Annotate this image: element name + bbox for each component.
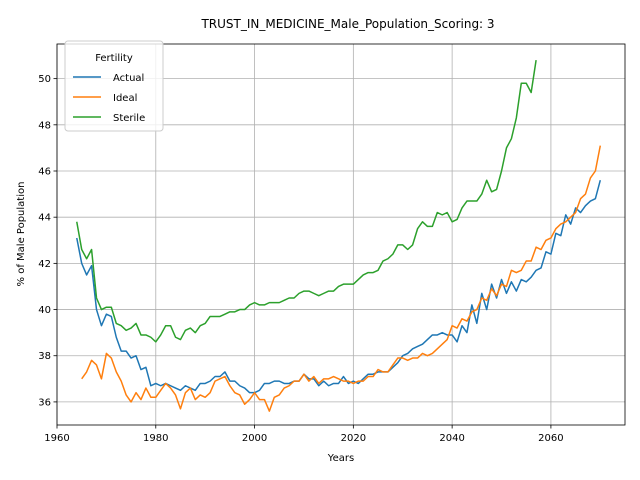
legend: Fertility Actual Ideal Sterile <box>64 40 164 132</box>
x-tick-label: 2060 <box>538 433 563 444</box>
plot-frame <box>56 43 626 426</box>
series-line-sterile <box>76 60 537 343</box>
series-line-ideal <box>81 145 602 412</box>
y-axis-ticks: 36 38 40 42 44 46 48 50 <box>38 74 57 408</box>
x-tick-label: 2020 <box>341 433 366 444</box>
y-tick-label: 46 <box>38 167 51 178</box>
y-tick-label: 38 <box>38 351 51 362</box>
x-axis-ticks: 1960 1980 2000 2020 2040 2060 <box>44 425 564 444</box>
legend-label-sterile: Sterile <box>113 113 145 124</box>
legend-box <box>64 40 164 132</box>
x-tick-label: 2040 <box>439 433 464 444</box>
y-tick-label: 44 <box>38 213 51 224</box>
y-tick-label: 42 <box>38 259 51 270</box>
series-line-actual <box>76 180 602 394</box>
series-lines <box>76 60 602 412</box>
y-tick-label: 36 <box>38 397 51 408</box>
y-tick-label: 50 <box>38 74 51 85</box>
legend-title: Fertility <box>95 53 133 64</box>
x-tick-label: 1980 <box>143 433 168 444</box>
legend-label-ideal: Ideal <box>113 93 137 104</box>
chart-title: TRUST_IN_MEDICINE_Male_Population_Scorin… <box>200 17 494 31</box>
y-tick-label: 40 <box>38 305 51 316</box>
legend-entries: Actual Ideal Sterile <box>73 73 145 124</box>
x-tick-label: 1960 <box>44 433 69 444</box>
x-axis-label: Years <box>327 453 354 464</box>
y-axis-label: % of Male Population <box>16 182 27 287</box>
x-tick-label: 2000 <box>242 433 267 444</box>
legend-label-actual: Actual <box>113 73 144 84</box>
y-tick-label: 48 <box>38 120 51 131</box>
